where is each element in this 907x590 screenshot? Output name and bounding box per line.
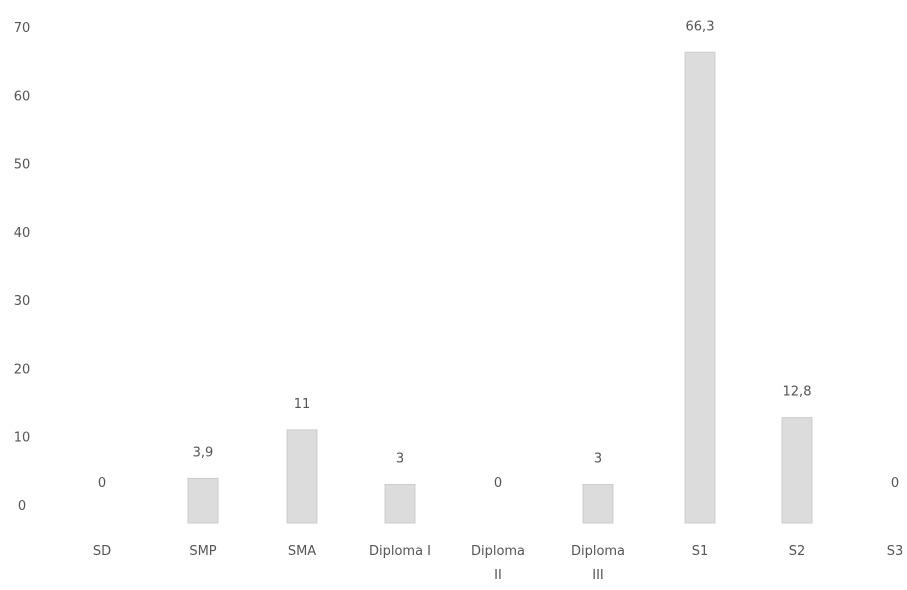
data-label: 0 xyxy=(891,476,899,491)
x-tick-label: S1 xyxy=(692,544,709,559)
x-tick-label: S2 xyxy=(789,544,806,559)
x-tick-label: S3 xyxy=(887,544,904,559)
x-tick-label: III xyxy=(592,568,604,583)
bar xyxy=(684,51,716,524)
y-tick-label: 0 xyxy=(18,499,26,514)
bar xyxy=(781,417,813,524)
data-label: 3 xyxy=(594,452,602,467)
data-label: 66,3 xyxy=(686,19,715,34)
y-axis: 0 10 20 30 40 50 60 70 xyxy=(14,21,31,514)
x-tick-label: SMA xyxy=(288,544,316,559)
data-label: 12,8 xyxy=(783,385,812,400)
y-tick-label: 70 xyxy=(14,21,31,36)
y-tick-label: 40 xyxy=(14,226,31,241)
bars xyxy=(187,51,813,524)
data-label: 3,9 xyxy=(193,445,214,460)
y-tick-label: 60 xyxy=(14,89,31,104)
x-tick-label: II xyxy=(494,568,502,583)
x-tick-label: Diploma xyxy=(471,544,525,559)
y-tick-label: 30 xyxy=(14,294,31,309)
bar xyxy=(286,429,318,524)
y-tick-label: 20 xyxy=(14,362,31,377)
x-axis: SD SMP SMA Diploma I Diploma II Diploma III S1 S2… xyxy=(93,544,903,583)
data-labels: 0 3,9 11 3 0 3 66,3 12,8 0 xyxy=(98,19,899,491)
x-tick-label: Diploma xyxy=(571,544,625,559)
x-tick-label: SD xyxy=(93,544,111,559)
data-label: 0 xyxy=(494,476,502,491)
y-tick-label: 50 xyxy=(14,158,31,173)
bar xyxy=(384,484,416,524)
y-tick-label: 10 xyxy=(14,431,31,446)
x-tick-label: Diploma I xyxy=(369,544,431,559)
x-tick-label: SMP xyxy=(189,544,216,559)
bar xyxy=(187,477,219,524)
data-label: 11 xyxy=(294,397,311,412)
bar xyxy=(582,484,614,524)
data-label: 0 xyxy=(98,476,106,491)
data-label: 3 xyxy=(396,452,404,467)
